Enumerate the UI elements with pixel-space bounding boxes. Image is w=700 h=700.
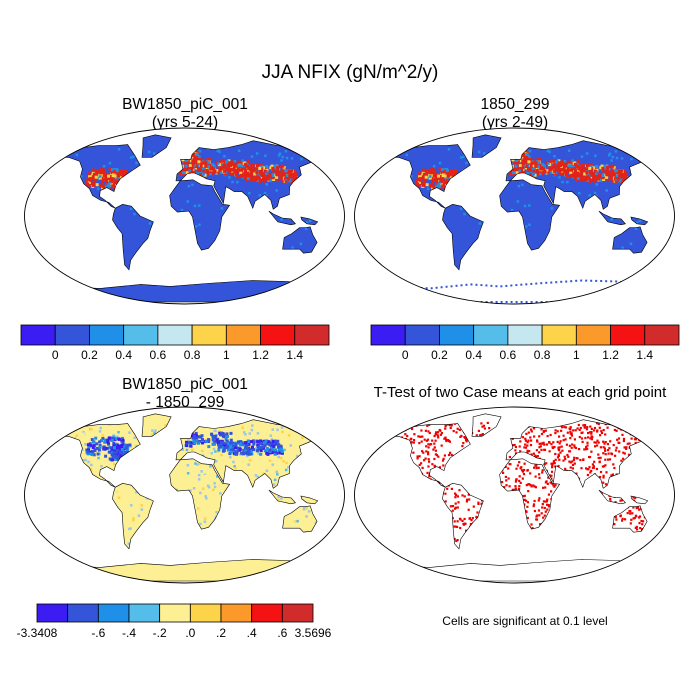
colorbar-box [54,324,90,346]
colorbar-box [67,603,99,623]
panel3-title-line2: - 1850_299 [145,394,225,411]
colorbar-tick-label: 0.4 [465,348,482,362]
colorbar-tick-label: 3.5696 [294,626,332,640]
panel4-title: T-Test of two Case means at each grid po… [345,384,695,402]
colorbar-box [610,324,646,346]
panel4-title-line1: T-Test of two Case means at each grid po… [373,384,667,401]
colorbar-tick-label: 0.2 [431,348,448,362]
colorbar-box [36,603,69,623]
map-border [354,406,675,584]
colorbar-box [20,324,56,346]
colorbar-box [370,324,406,346]
colorbar-box [128,603,161,623]
colorbar-box [97,603,130,623]
colorbar-tick-label: 0.8 [183,348,201,362]
figure-title: JJA NFIX (gN/m^2/y) [261,62,439,83]
colorbar-box [260,324,296,346]
map-panel-2 [354,127,675,305]
significance-note: Cells are significant at 0.1 level [442,614,608,628]
colorbar-tick-label: .0 [185,626,196,640]
colorbar-diff-labels: -3.3408 -.6 -.4 -.2 .0 .2 .4 .6 3.5696 [17,626,332,642]
colorbar-tick-label: 0.6 [149,348,167,362]
colorbar-tick-label: -.6 [91,626,106,640]
colorbar-top-right-labels: 0 0.2 0.4 0.6 0.8 1 1.2 1.4 [370,348,680,364]
colorbar-box [541,324,577,346]
panel2-title-line2: (yrs 2-49) [481,114,549,131]
colorbar-tick-label: -.2 [152,626,167,640]
land-southAmerica [442,204,484,270]
colorbar-box [159,603,191,623]
land-southAmerica [442,483,484,549]
land-eurasia [506,419,648,489]
colorbar-diff [36,603,314,623]
map-border [24,406,345,584]
land-africa [169,179,230,251]
colorbar-box [225,324,261,346]
panel1-title-line2: (yrs 5-24) [151,114,219,131]
map-panel-1 [24,127,345,305]
colorbar-tick-label: 0.8 [533,348,551,362]
colorbar-box [191,324,227,346]
colorbar-box [89,324,125,346]
land-southAmerica [112,483,154,549]
land-australia [282,226,318,254]
panel3-title-line1: BW1850_piC_001 [122,376,248,393]
colorbar-tick-label: 0.6 [499,348,517,362]
colorbar-tick-label: 0.2 [81,348,98,362]
land-australia [612,226,648,254]
colorbar-top-left [20,324,330,346]
colorbar-top-right [370,324,680,346]
land-southAmerica [112,204,154,270]
colorbar-box [123,324,159,346]
colorbar-tick-label: 1.4 [636,348,654,362]
map-panel-3 [24,406,345,584]
colorbar-tick-label: 1 [222,348,230,362]
colorbar-tick-label: 0 [401,348,409,362]
colorbar-box [220,603,253,623]
land-greenland [142,413,172,437]
colorbar-box [251,603,283,623]
map-border [354,127,675,305]
colorbar-tick-label: 0.4 [115,348,132,362]
colorbar-tick-label: 1 [572,348,580,362]
colorbar-tick-label: .2 [215,626,226,640]
panel3-title: BW1850_piC_001 - 1850_299 [25,376,345,412]
colorbar-tick-label: 1.4 [286,348,304,362]
panel1-title-line1: BW1850_piC_001 [122,96,248,113]
map-panel-4 [354,406,675,584]
colorbar-tick-label: 1.2 [252,348,269,362]
land-africa [499,179,560,251]
colorbar-tick-label: .6 [277,626,288,640]
land-africa [499,458,560,530]
colorbar-box [473,324,509,346]
colorbar-tick-label: -3.3408 [16,626,58,640]
colorbar-tick-label: .4 [246,626,257,640]
colorbar-tick-label: 0 [51,348,59,362]
land-newGuinea [300,496,318,504]
panel1-title: BW1850_piC_001 (yrs 5-24) [25,96,345,132]
map-border [24,127,345,305]
colorbar-top-left-labels: 0 0.2 0.4 0.6 0.8 1 1.2 1.4 [20,348,330,364]
land-australia [612,505,648,533]
colorbar-box [294,324,330,346]
panel2-title: 1850_299 (yrs 2-49) [355,96,675,132]
colorbar-box [644,324,680,346]
colorbar-box [157,324,193,346]
colorbar-box [404,324,440,346]
colorbar-box [439,324,475,346]
colorbar-box [507,324,543,346]
panel2-title-line1: 1850_299 [480,96,550,113]
colorbar-box [575,324,611,346]
colorbar-box [189,603,222,623]
colorbar-tick-label: -.4 [121,626,136,640]
colorbar-tick-label: 1.2 [602,348,619,362]
colorbar-box [281,603,314,623]
